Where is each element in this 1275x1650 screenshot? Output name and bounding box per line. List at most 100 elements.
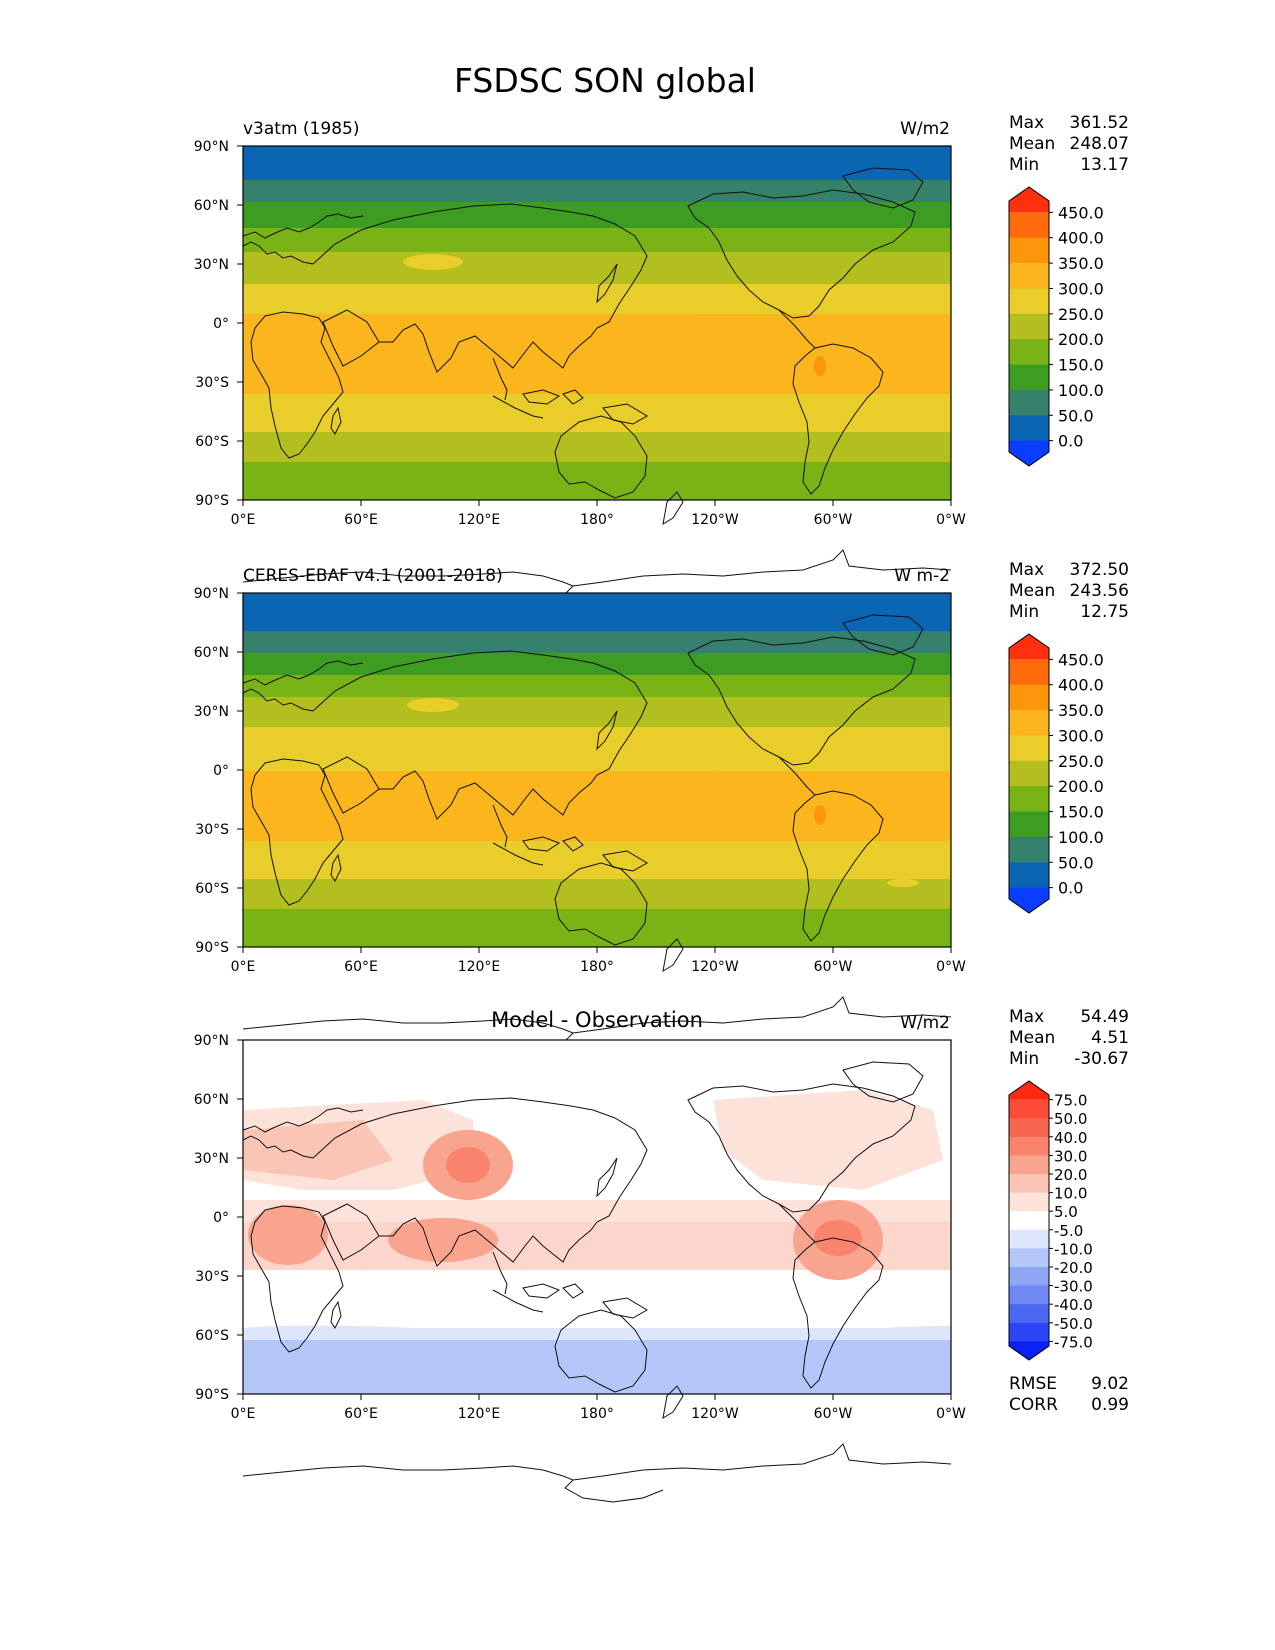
panel-3-map-field [243, 1040, 951, 1394]
colorbar-segment [1009, 339, 1049, 366]
colorbar-segment [1009, 1285, 1049, 1305]
lat-tick-label: 0° [213, 763, 229, 779]
lon-tick-label: 180° [580, 1406, 614, 1422]
lat-tick-label: 0° [213, 1210, 229, 1226]
lon-tick-label: 120°W [691, 959, 739, 975]
colorbar-tick-label: 250.0 [1058, 305, 1104, 324]
colorbar-segment [1009, 710, 1049, 736]
lat-tick-label: 60°S [195, 1328, 229, 1344]
colorbar-segment [1009, 1304, 1049, 1324]
stat-value-min: 13.17 [1080, 155, 1129, 175]
figure-title: FSDSC SON global [454, 61, 756, 100]
stat-label-min: Min [1009, 1049, 1039, 1069]
colorbar-segment [1009, 187, 1049, 213]
lat-tick-label: 60°N [194, 645, 229, 661]
stat-label-mean: Mean [1009, 134, 1055, 154]
colorbar-outline [1008, 186, 1050, 467]
stat-label-mean: Mean [1009, 581, 1055, 601]
stat-value-max: 54.49 [1080, 1007, 1129, 1027]
panel-3-extra-stats: RMSE 9.02 CORR 0.99 [1009, 1374, 1129, 1415]
lat-tick-label: 90°N [194, 1033, 229, 1049]
colorbar-tick-label: 20.0 [1054, 1166, 1087, 1184]
stat-label-rmse: RMSE [1009, 1374, 1057, 1394]
colorbar-segment [1009, 1174, 1049, 1194]
lat-tick-label: 90°S [195, 493, 229, 509]
colorbar-tick-label: 350.0 [1058, 701, 1104, 720]
colorbar-tick-label: -20.0 [1054, 1259, 1093, 1277]
colorbar-tick-label: 200.0 [1058, 777, 1104, 796]
stat-label-corr: CORR [1009, 1395, 1058, 1415]
colorbar-tick-label: 150.0 [1058, 356, 1104, 375]
colorbar-segment [1009, 415, 1049, 442]
colorbar-tick-label: 50.0 [1058, 406, 1094, 425]
colorbar-segment [1009, 313, 1049, 340]
colorbar-tick-label: 250.0 [1058, 752, 1104, 771]
colorbar-tick-label: 30.0 [1054, 1147, 1087, 1165]
colorbar-tick-label: -50.0 [1054, 1315, 1093, 1333]
lon-tick-label: 60°E [344, 959, 378, 975]
panel-2-map-field [243, 593, 951, 947]
stat-value-mean: 4.51 [1091, 1028, 1129, 1048]
colorbar-segment [1009, 760, 1049, 787]
lon-tick-label: 120°W [691, 512, 739, 528]
stat-label-max: Max [1009, 1007, 1044, 1027]
colorbar-segment [1009, 440, 1049, 466]
colorbar-tick-label: 50.0 [1054, 1110, 1087, 1128]
lat-tick-label: 90°S [195, 1387, 229, 1403]
panel-1-left-title: v3atm (1985) [243, 119, 359, 139]
lon-tick-label: 120°E [458, 1406, 501, 1422]
lat-tick-label: 60°N [194, 198, 229, 214]
colorbar-segment [1009, 1211, 1049, 1231]
colorbar-tick-label: 0.0 [1058, 432, 1083, 451]
stat-label-min: Min [1009, 155, 1039, 175]
stat-value-mean: 248.07 [1070, 134, 1129, 154]
lon-tick-label: 0°W [936, 512, 966, 528]
colorbar-tick-label: 10.0 [1054, 1185, 1087, 1203]
colorbar-tick-label: 50.0 [1058, 853, 1094, 872]
colorbar-tick-label: 300.0 [1058, 726, 1104, 745]
stat-value-max: 361.52 [1070, 113, 1129, 133]
lon-tick-label: 0°W [936, 959, 966, 975]
colorbar-tick-label: 5.0 [1054, 1203, 1078, 1221]
lon-tick-label: 0°W [936, 1406, 966, 1422]
colorbar-segment [1009, 1248, 1049, 1268]
lon-tick-label: 180° [580, 512, 614, 528]
panel-3-stats: Max 54.49 Mean 4.51 Min -30.67 [1009, 1007, 1129, 1069]
colorbar-tick-label: -10.0 [1054, 1240, 1093, 1258]
lon-tick-label: 60°E [344, 512, 378, 528]
colorbar-tick-label: -75.0 [1054, 1333, 1093, 1351]
lon-tick-label: 120°W [691, 1406, 739, 1422]
lon-tick-label: 0°E [231, 959, 256, 975]
panel-1-units: W/m2 [900, 119, 950, 139]
colorbar-segment [1009, 1267, 1049, 1287]
colorbar-segment [1009, 786, 1049, 813]
lon-tick-label: 180° [580, 959, 614, 975]
colorbar-tick-label: 400.0 [1058, 676, 1104, 695]
stat-value-min: -30.67 [1074, 1049, 1129, 1069]
lat-tick-label: 60°S [195, 881, 229, 897]
panel-2: CERES-EBAF v4.1 (2001-2018) W m-2 [194, 560, 1129, 1056]
lat-tick-label: 30°S [195, 375, 229, 391]
panel-3-colorbar: 75.050.040.030.020.010.05.0-5.0-10.0-20.… [1008, 1080, 1093, 1361]
stat-value-rmse: 9.02 [1091, 1374, 1129, 1394]
colorbar-segment [1009, 1322, 1049, 1342]
colorbar-segment [1009, 634, 1049, 660]
colorbar-tick-label: 75.0 [1054, 1092, 1087, 1110]
colorbar-segment [1009, 212, 1049, 239]
colorbar-tick-label: 150.0 [1058, 803, 1104, 822]
panel-1-map-field [243, 146, 951, 500]
panel-2-colorbar: 450.0 400.0 350.0 300.0 250.0 200.0 150.0 100.0… [1008, 633, 1104, 914]
lon-tick-label: 60°W [814, 959, 853, 975]
stat-label-max: Max [1009, 560, 1044, 580]
panel-3-lat-ticks: 90°N 60°N 30°N 0° 30°S 60°S 90°S [194, 1033, 243, 1403]
lon-tick-label: 120°E [458, 959, 501, 975]
colorbar-segment [1009, 237, 1049, 264]
colorbar-segment [1009, 1118, 1049, 1138]
lon-tick-label: 60°E [344, 1406, 378, 1422]
lat-tick-label: 90°N [194, 139, 229, 155]
lat-tick-label: 90°N [194, 586, 229, 602]
panel-1: v3atm (1985) W/m2 90°N [194, 113, 1129, 609]
colorbar-segment [1009, 862, 1049, 889]
colorbar-segment [1009, 1136, 1049, 1156]
colorbar-tick-label: 200.0 [1058, 330, 1104, 349]
